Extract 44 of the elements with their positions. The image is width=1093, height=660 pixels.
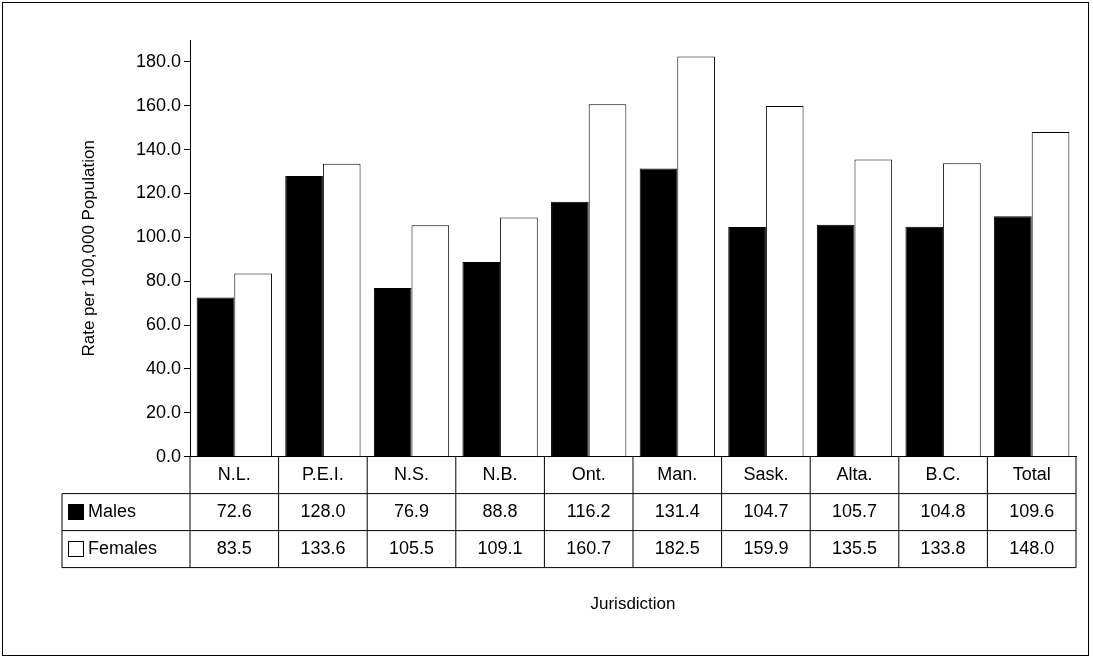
y-tick-label: 140.0 <box>135 138 181 159</box>
y-tick-label: 20.0 <box>145 401 181 422</box>
y-axis-title: Rate per 100,000 Population <box>78 140 98 357</box>
x-tick-label: Alta. <box>836 464 873 485</box>
legend-label: Females <box>88 538 158 559</box>
x-tick-label: N.L. <box>217 464 251 485</box>
y-tick-label: 60.0 <box>145 314 181 335</box>
y-tick-label: 180.0 <box>135 50 181 71</box>
data-label: 83.5 <box>216 538 252 559</box>
data-label: 133.8 <box>920 538 966 559</box>
data-label: 133.6 <box>300 538 346 559</box>
data-label: 159.9 <box>743 538 789 559</box>
x-tick-label: Total <box>1012 464 1051 485</box>
x-tick-label: N.S. <box>393 464 430 485</box>
x-tick-label: Man. <box>657 464 698 485</box>
y-tick-label: 80.0 <box>145 270 181 291</box>
data-label: 109.6 <box>1009 501 1055 522</box>
data-label: 109.1 <box>477 538 523 559</box>
data-label: 131.4 <box>654 501 700 522</box>
legend-label: Males <box>88 501 137 522</box>
data-label: 128.0 <box>300 501 346 522</box>
data-label: 135.5 <box>831 538 878 559</box>
data-label: 105.5 <box>388 538 435 559</box>
data-label: 116.2 <box>566 501 611 522</box>
data-label: 72.6 <box>216 501 252 522</box>
y-tick-label: 120.0 <box>135 182 181 203</box>
data-label: 105.7 <box>831 501 878 522</box>
data-label: 148.0 <box>1009 538 1055 559</box>
text: Jurisdiction <box>590 594 676 614</box>
x-tick-label: B.C. <box>925 464 961 485</box>
y-tick-label: 40.0 <box>145 357 181 378</box>
x-tick-label: Ont. <box>571 464 606 485</box>
data-label: 88.8 <box>482 501 518 522</box>
y-tick-label: 160.0 <box>135 94 181 115</box>
y-tick-label: 0.0 <box>155 445 181 466</box>
data-label: 104.7 <box>743 501 789 522</box>
data-label: 104.8 <box>920 501 966 522</box>
data-label: 76.9 <box>393 501 430 522</box>
y-tick-label: 100.0 <box>135 226 181 247</box>
data-label: 182.5 <box>654 538 700 559</box>
x-tick-label: N.B. <box>482 464 518 485</box>
x-tick-label: P.E.I. <box>302 464 344 485</box>
data-label: 160.7 <box>566 538 612 559</box>
x-tick-label: Sask. <box>743 464 789 485</box>
